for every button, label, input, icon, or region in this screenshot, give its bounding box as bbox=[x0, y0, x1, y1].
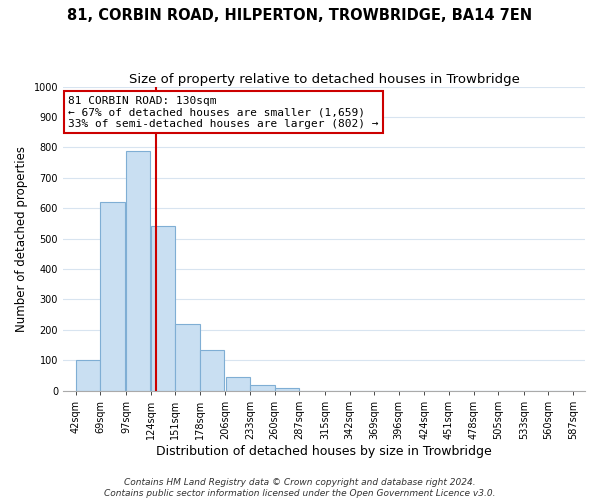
Title: Size of property relative to detached houses in Trowbridge: Size of property relative to detached ho… bbox=[128, 72, 520, 86]
Text: 81, CORBIN ROAD, HILPERTON, TROWBRIDGE, BA14 7EN: 81, CORBIN ROAD, HILPERTON, TROWBRIDGE, … bbox=[67, 8, 533, 22]
Bar bbox=[100, 202, 125, 390]
Bar bbox=[126, 152, 151, 390]
Bar bbox=[175, 324, 200, 390]
Y-axis label: Number of detached properties: Number of detached properties bbox=[15, 146, 28, 332]
Bar bbox=[200, 350, 224, 391]
Bar bbox=[275, 388, 299, 390]
Text: 81 CORBIN ROAD: 130sqm
← 67% of detached houses are smaller (1,659)
33% of semi-: 81 CORBIN ROAD: 130sqm ← 67% of detached… bbox=[68, 96, 379, 129]
X-axis label: Distribution of detached houses by size in Trowbridge: Distribution of detached houses by size … bbox=[156, 444, 492, 458]
Bar bbox=[250, 385, 275, 390]
Bar bbox=[76, 360, 100, 390]
Bar bbox=[151, 226, 175, 390]
Text: Contains HM Land Registry data © Crown copyright and database right 2024.
Contai: Contains HM Land Registry data © Crown c… bbox=[104, 478, 496, 498]
Bar bbox=[226, 378, 250, 390]
